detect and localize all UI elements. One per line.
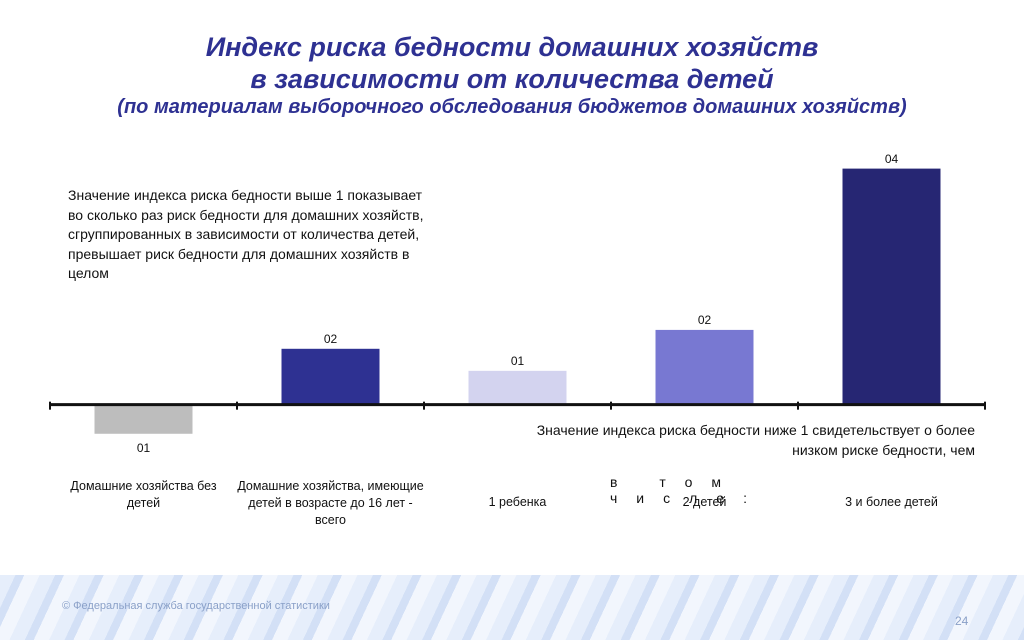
x-tick-label: 1 ребенка [488, 495, 547, 509]
copyright: © Федеральная служба государственной ста… [62, 600, 330, 612]
page-number: 24 [955, 614, 969, 628]
title-line: Индекс риска бедности домашних хозяйств [205, 32, 819, 62]
data-label: 02 [698, 313, 712, 327]
bar [655, 329, 754, 405]
data-label: 04 [885, 152, 899, 166]
bar [281, 348, 380, 405]
data-label: 01 [137, 441, 151, 455]
data-label: 01 [511, 354, 525, 368]
bar [842, 168, 941, 405]
group-label: в том числе: [610, 474, 766, 506]
decor-band [0, 575, 1024, 640]
annotation: Значение индекса риска бедности выше 1 п… [68, 187, 424, 281]
subtitle: (по материалам выборочного обследования … [117, 96, 907, 118]
x-tick-label: 3 и более детей [845, 495, 938, 509]
bar [468, 370, 567, 405]
bar [94, 404, 193, 434]
data-label: 02 [324, 332, 338, 346]
x-tick-label: Домашние хозяйства без детей [70, 479, 217, 510]
x-tick-label: Домашние хозяйства, имеющие детей в возр… [237, 479, 424, 527]
x-tick-label: 2 детей [682, 495, 727, 509]
title-line: в зависимости от количества детей [250, 64, 774, 94]
annotation: Значение индекса риска бедности ниже 1 с… [536, 422, 975, 458]
